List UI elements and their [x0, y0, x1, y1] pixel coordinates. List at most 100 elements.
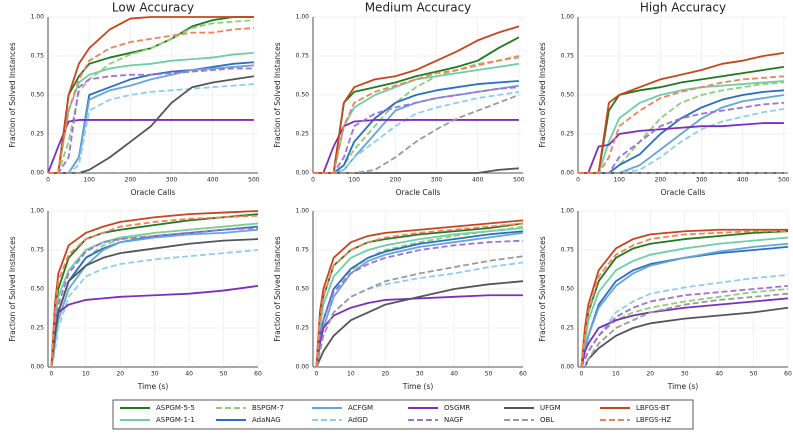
x-tick-label: 200 [390, 177, 402, 184]
y-tick-label: 0.00 [296, 364, 310, 371]
legend-label: BSPGM-7 [252, 404, 284, 412]
x-tick-label: 40 [185, 371, 193, 378]
series-line [580, 228, 788, 368]
legend-label: ASPGM-1-1 [156, 416, 195, 424]
x-tick-label: 60 [254, 371, 262, 378]
x-tick-label: 500 [513, 177, 525, 184]
series-line [48, 27, 254, 174]
y-tick-label: 0.75 [561, 247, 575, 254]
y-tick-label: 0.50 [31, 92, 45, 99]
x-tick-label: 40 [715, 371, 723, 378]
y-tick-label: 0.00 [561, 170, 575, 177]
x-axis-label: Time (s) [402, 382, 434, 391]
x-tick-label: 0 [315, 371, 319, 378]
y-axis-label: Fraction of Solved Instances [8, 236, 17, 341]
y-tick-label: 0.25 [31, 131, 45, 138]
x-tick-label: 30 [416, 371, 424, 378]
x-tick-label: 200 [655, 177, 667, 184]
series-line [50, 228, 259, 368]
series-line [50, 214, 259, 368]
x-tick-label: 0 [576, 177, 580, 184]
x-tick-label: 50 [750, 371, 758, 378]
legend-label: AdGD [348, 416, 368, 424]
series-line [50, 249, 259, 368]
series-line [313, 25, 520, 174]
x-tick-label: 400 [472, 177, 484, 184]
series-line [580, 284, 789, 368]
series-line [50, 227, 259, 368]
y-tick-label: 0.50 [561, 92, 575, 99]
x-tick-label: 40 [450, 371, 458, 378]
series-line [47, 119, 254, 174]
x-tick-label: 0 [311, 177, 315, 184]
x-tick-label: 500 [248, 177, 260, 184]
x-tick-label: 0 [580, 371, 584, 378]
y-tick-label: 1.00 [561, 208, 575, 215]
y-tick-label: 0.75 [31, 247, 45, 254]
x-tick-label: 10 [347, 371, 355, 378]
series-line [581, 292, 789, 368]
series-line [48, 83, 254, 174]
x-tick-label: 10 [82, 371, 90, 378]
y-tick-label: 1.00 [296, 208, 310, 215]
x-tick-label: 100 [348, 177, 360, 184]
x-tick-label: 10 [612, 371, 620, 378]
x-axis-label: Time (s) [137, 382, 169, 391]
y-tick-label: 1.00 [31, 14, 45, 21]
y-tick-label: 0.00 [296, 170, 310, 177]
x-tick-label: 50 [220, 371, 228, 378]
y-tick-label: 0.25 [561, 131, 575, 138]
y-tick-label: 1.00 [31, 208, 45, 215]
series-line [580, 230, 788, 368]
series-line [313, 119, 519, 174]
x-tick-label: 300 [696, 177, 708, 184]
y-axis-label: Fraction of Solved Instances [538, 236, 547, 341]
series-line [580, 297, 789, 368]
x-axis-label: Time (s) [667, 382, 699, 391]
y-tick-label: 0.75 [561, 53, 575, 60]
legend-label: OSGMR [444, 404, 470, 412]
x-axis-label: Oracle Calls [396, 188, 441, 197]
legend-label: UFGM [540, 404, 561, 412]
series-line [315, 294, 523, 368]
y-tick-label: 0.25 [561, 325, 575, 332]
y-tick-label: 0.00 [31, 170, 45, 177]
x-tick-label: 30 [681, 371, 689, 378]
series-line [315, 239, 524, 368]
x-tick-label: 30 [151, 371, 159, 378]
series-line [315, 222, 524, 368]
x-tick-label: 500 [778, 177, 790, 184]
series-line [580, 242, 789, 368]
y-tick-label: 0.75 [296, 53, 310, 60]
x-tick-label: 400 [737, 177, 749, 184]
y-tick-label: 0.50 [296, 92, 310, 99]
series-line [580, 236, 789, 368]
legend-label: NAGF [444, 416, 463, 424]
panel-title: Medium Accuracy [365, 1, 472, 15]
y-tick-label: 0.50 [31, 286, 45, 293]
y-tick-label: 0.25 [296, 325, 310, 332]
x-tick-label: 0 [50, 371, 54, 378]
x-tick-label: 20 [646, 371, 654, 378]
legend-label: AdaNAG [252, 416, 281, 424]
x-axis-label: Oracle Calls [661, 188, 706, 197]
legend-label: LBFGS-HZ [636, 416, 671, 424]
x-tick-label: 0 [46, 177, 50, 184]
panel-title: High Accuracy [640, 1, 726, 15]
series-line [313, 55, 520, 174]
y-axis-label: Fraction of Solved Instances [273, 236, 282, 341]
x-tick-label: 100 [613, 177, 625, 184]
x-tick-label: 200 [125, 177, 137, 184]
series-line [48, 67, 254, 174]
y-tick-label: 0.25 [296, 131, 310, 138]
y-axis-label: Fraction of Solved Instances [8, 42, 17, 147]
legend-label: LBFGS-BT [636, 404, 671, 412]
series-line [50, 238, 259, 368]
legend-box [112, 399, 694, 430]
y-axis-label: Fraction of Solved Instances [273, 42, 282, 147]
y-tick-label: 0.00 [31, 364, 45, 371]
series-line [315, 227, 524, 368]
x-tick-label: 20 [116, 371, 124, 378]
x-tick-label: 100 [83, 177, 95, 184]
y-axis-label: Fraction of Solved Instances [538, 42, 547, 147]
